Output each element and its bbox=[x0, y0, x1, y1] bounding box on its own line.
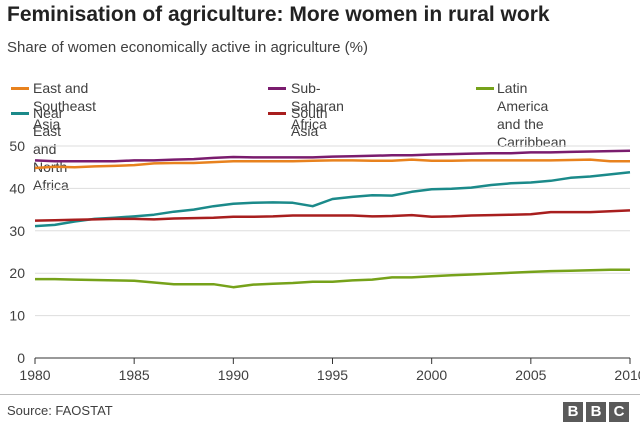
x-tick-label: 1980 bbox=[19, 367, 50, 383]
legend-swatch bbox=[11, 112, 29, 115]
legend-swatch bbox=[268, 87, 286, 90]
y-tick-label: 40 bbox=[9, 180, 25, 196]
legend-label: East and Southeast Asia bbox=[33, 80, 97, 132]
y-tick-label: 50 bbox=[9, 138, 25, 154]
series-line-latin-america-and-the-carribbean bbox=[35, 268, 630, 289]
y-tick-label: 10 bbox=[9, 308, 25, 324]
x-tick-label: 2000 bbox=[416, 367, 447, 383]
logo-letter: B bbox=[563, 402, 583, 422]
logo-letter: B bbox=[586, 402, 606, 422]
series-line-east-and-southeast-asia bbox=[34, 158, 630, 170]
chart-subtitle: Share of women economically active in ag… bbox=[7, 39, 368, 56]
bbc-logo: B B C bbox=[563, 402, 629, 422]
series-line-sub-saharan-africa bbox=[34, 149, 631, 163]
legend-swatch bbox=[476, 87, 494, 90]
series-line-south-asia bbox=[34, 209, 631, 222]
legend-swatch bbox=[11, 87, 29, 90]
legend-label: Sub-Saharan Africa bbox=[291, 80, 344, 132]
x-tick-label: 1985 bbox=[119, 367, 150, 383]
y-tick-label: 30 bbox=[9, 223, 25, 239]
series-line-near-east-and-north-africa bbox=[34, 171, 631, 228]
legend-swatch bbox=[268, 112, 286, 115]
y-tick-label: 20 bbox=[9, 265, 25, 281]
x-tick-label: 2010 bbox=[614, 367, 640, 383]
legend-label: South Asia bbox=[291, 105, 328, 139]
x-tick-label: 1990 bbox=[218, 367, 249, 383]
x-tick-label: 1995 bbox=[317, 367, 348, 383]
x-tick-label: 2005 bbox=[515, 367, 546, 383]
y-tick-label: 0 bbox=[17, 350, 25, 366]
logo-letter: C bbox=[609, 402, 629, 422]
chart-title: Feminisation of agriculture: More women … bbox=[7, 3, 550, 26]
footer-divider bbox=[0, 394, 640, 395]
line-chart: 0 10 20 30 40 50 1980 1985 1990 1995 2000 2005 2010 bbox=[9, 138, 640, 383]
legend-label: Near East and North Africa bbox=[33, 105, 69, 193]
source-note: Source: FAOSTAT bbox=[7, 403, 113, 418]
